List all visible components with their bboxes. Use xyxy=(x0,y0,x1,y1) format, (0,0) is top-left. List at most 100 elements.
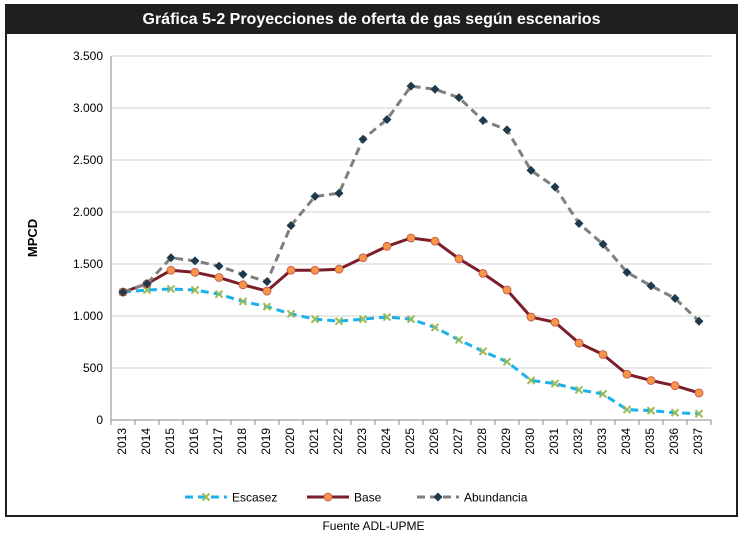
y-tick-label: 0 xyxy=(96,413,103,427)
data-point-abundancia xyxy=(310,191,320,201)
data-point-escasez xyxy=(454,335,464,345)
y-tick-label: 3.000 xyxy=(73,101,103,115)
data-point-abundancia xyxy=(550,182,560,192)
legend-label: Abundancia xyxy=(464,491,528,505)
data-point-escasez xyxy=(334,316,344,326)
x-tick-label: 2026 xyxy=(427,428,441,455)
data-point-escasez xyxy=(142,285,152,295)
data-point-base xyxy=(478,268,488,278)
data-point-escasez xyxy=(478,347,488,356)
data-point-abundancia xyxy=(286,221,296,231)
data-point-escasez xyxy=(406,314,416,324)
data-point-base xyxy=(286,265,296,275)
x-tick-label: 2030 xyxy=(523,428,537,455)
data-point-abundancia xyxy=(622,267,632,277)
x-tick-label: 2019 xyxy=(259,428,273,455)
chart-title: Gráfica 5-2 Proyecciones de oferta de ga… xyxy=(7,6,736,34)
data-point-base xyxy=(430,236,440,246)
data-point-base xyxy=(166,265,176,275)
data-point-base xyxy=(598,350,608,359)
x-tick-label: 2017 xyxy=(211,428,225,455)
x-tick-label: 2014 xyxy=(139,428,153,455)
data-point-base xyxy=(574,338,584,348)
data-point-escasez xyxy=(526,376,536,385)
data-point-base xyxy=(694,388,704,398)
y-tick-label: 3.500 xyxy=(73,49,103,63)
data-point-base xyxy=(334,264,344,274)
data-point-abundancia xyxy=(166,253,176,263)
data-point-base xyxy=(646,376,656,385)
data-point-escasez xyxy=(622,405,632,414)
data-point-base xyxy=(214,273,224,282)
legend-marker-escasez xyxy=(201,492,211,502)
data-point-abundancia xyxy=(526,165,536,175)
data-point-abundancia xyxy=(646,281,656,291)
data-point-escasez xyxy=(574,385,584,395)
data-point-abundancia xyxy=(430,84,440,94)
data-point-escasez xyxy=(550,379,560,388)
data-point-base xyxy=(358,253,368,263)
data-point-escasez xyxy=(430,323,440,332)
data-point-escasez xyxy=(310,314,320,324)
x-tick-label: 2032 xyxy=(571,428,585,455)
data-point-escasez xyxy=(694,409,704,418)
data-point-abundancia xyxy=(694,316,704,326)
data-point-base xyxy=(502,285,512,295)
x-tick-label: 2013 xyxy=(115,428,129,455)
data-point-base xyxy=(406,233,416,243)
x-tick-label: 2027 xyxy=(451,428,465,455)
x-tick-label: 2021 xyxy=(307,428,321,455)
series-line-base xyxy=(122,236,700,395)
legend-label: Base xyxy=(354,491,382,505)
x-tick-label: 2028 xyxy=(475,428,489,455)
data-point-abundancia xyxy=(670,293,680,303)
data-point-escasez xyxy=(214,289,224,299)
data-point-escasez xyxy=(286,309,296,319)
series-line-escasez xyxy=(122,287,700,416)
legend-label: Escasez xyxy=(232,491,277,505)
data-point-base xyxy=(190,267,200,277)
data-point-abundancia xyxy=(190,256,200,266)
data-point-base xyxy=(310,265,320,275)
x-tick-label: 2020 xyxy=(283,428,297,455)
y-tick-label: 2.000 xyxy=(73,205,103,219)
x-tick-label: 2029 xyxy=(499,428,513,455)
data-point-base xyxy=(262,286,272,296)
data-point-base xyxy=(382,241,392,251)
data-point-abundancia xyxy=(334,188,344,198)
data-point-escasez xyxy=(166,284,176,294)
y-tick-label: 500 xyxy=(83,361,103,375)
x-tick-label: 2023 xyxy=(355,428,369,455)
data-point-escasez xyxy=(502,357,512,366)
data-point-abundancia xyxy=(262,277,272,287)
data-point-abundancia xyxy=(406,81,416,91)
y-tick-label: 1.500 xyxy=(73,257,103,271)
x-tick-label: 2022 xyxy=(331,428,345,455)
data-point-base xyxy=(670,381,680,391)
x-tick-label: 2037 xyxy=(691,428,705,455)
data-point-escasez xyxy=(190,285,200,295)
x-tick-label: 2031 xyxy=(547,428,561,455)
y-axis-title: MPCD xyxy=(25,219,40,257)
data-point-abundancia xyxy=(358,134,368,144)
data-point-abundancia xyxy=(478,115,488,125)
data-point-escasez xyxy=(598,389,608,399)
data-point-abundancia xyxy=(238,269,248,279)
data-point-abundancia xyxy=(142,279,152,289)
legend-marker-base xyxy=(323,492,333,502)
chart-frame: Gráfica 5-2 Proyecciones de oferta de ga… xyxy=(5,4,738,517)
data-point-base xyxy=(622,369,632,379)
data-point-base xyxy=(454,254,464,264)
data-point-abundancia xyxy=(118,287,128,297)
data-point-escasez xyxy=(262,302,272,311)
x-tick-label: 2025 xyxy=(403,428,417,455)
data-point-abundancia xyxy=(598,239,608,249)
y-tick-label: 2.500 xyxy=(73,153,103,167)
legend-marker-abundancia xyxy=(433,492,443,502)
data-point-escasez xyxy=(382,312,392,322)
x-tick-label: 2024 xyxy=(379,428,393,455)
y-tick-label: 1.000 xyxy=(73,309,103,323)
line-chart: 0 500 1.000 1.500 2.000 2.500 3.000 3.500 2013 20… xyxy=(25,49,712,505)
data-point-abundancia xyxy=(454,93,464,103)
data-point-escasez xyxy=(670,408,680,417)
